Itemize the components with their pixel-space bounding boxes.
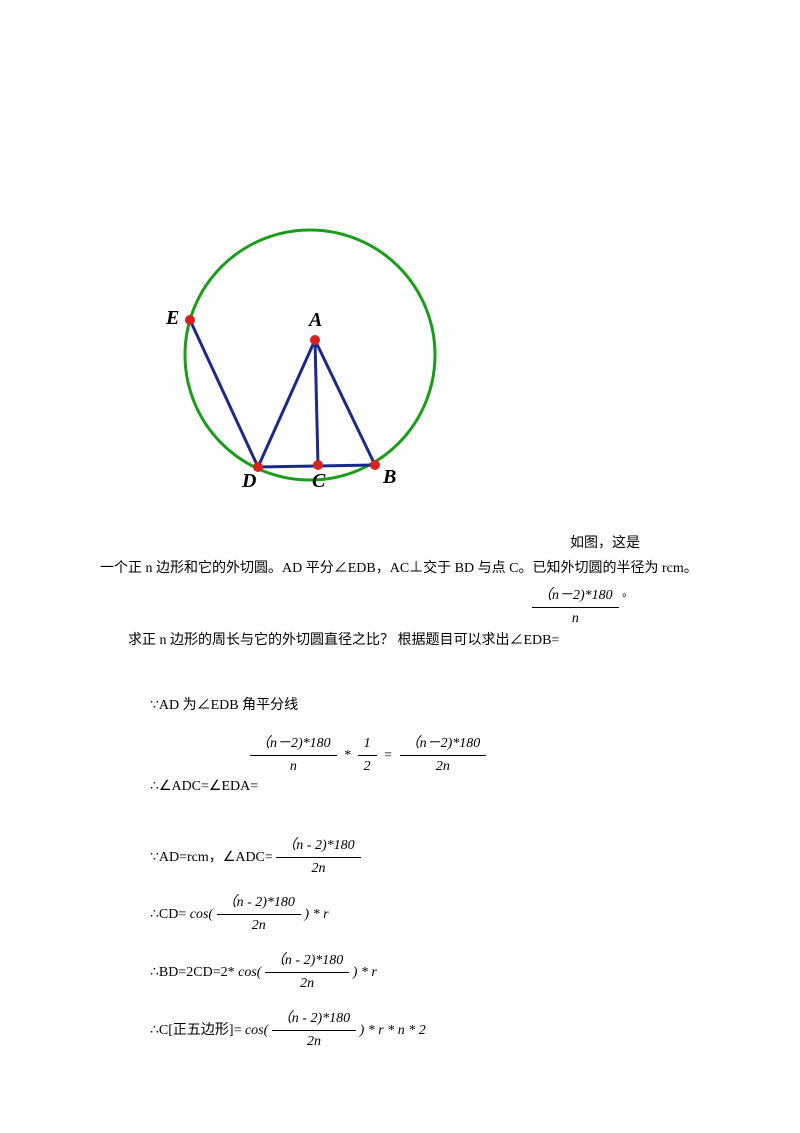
frac-5-den: 2n: [265, 973, 349, 995]
label-A: A: [307, 309, 322, 331]
proof-line-6: ∴C[正五边形]= cos( （n - 2)*180 2n ) * r * n …: [150, 1008, 426, 1054]
proof-line-4-prefix: ∴CD=: [150, 907, 186, 922]
frac-5-num: （n - 2)*180: [265, 950, 349, 973]
proof-line-6-prefix: ∴C[正五边形]=: [150, 1023, 241, 1038]
point-B: [370, 460, 380, 470]
cos-5: cos(: [238, 965, 261, 980]
frac-half-den: 2: [358, 756, 377, 778]
problem-question: 求正 n 边形的周长与它的外切圆直径之比？ 根据题目可以求出∠EDB=: [128, 630, 578, 652]
proof-line-4-suffix: ) * r: [304, 907, 328, 922]
frac-6: （n - 2)*180 2n: [272, 1008, 356, 1054]
cos-4: cos(: [190, 907, 213, 922]
proof-line-6-suffix: ) * r * n * 2: [360, 1023, 426, 1038]
proof-line-4: ∴CD= cos( （n - 2)*180 2n ) * r: [150, 892, 329, 938]
geometry-diagram: A B C D E: [160, 215, 470, 515]
proof-line-1: ∵AD 为∠EDB 角平分线: [150, 695, 298, 717]
frac-3-num: （n - 2)*180: [276, 835, 360, 858]
degree-symbol: 。: [622, 587, 633, 599]
frac-3-den: 2n: [276, 858, 360, 880]
proof-line-5-prefix: ∴BD=2CD=2*: [150, 965, 235, 980]
frac-edb: （n－2)*180 n: [532, 585, 619, 631]
proof-line-3: ∵AD=rcm，∠ADC= （n - 2)*180 2n: [150, 835, 361, 881]
frac-2b-den: 2n: [400, 756, 487, 778]
frac-edb-num: （n－2)*180: [532, 585, 619, 608]
frac-3: （n - 2)*180 2n: [276, 835, 360, 881]
circle-outline: [185, 230, 435, 480]
frac-half-num: 1: [358, 733, 377, 756]
point-C: [313, 460, 323, 470]
point-A: [310, 335, 320, 345]
equals-1: =: [380, 748, 396, 763]
frac-2a-num: （n－2)*180: [250, 733, 337, 756]
problem-intro-a: 如图，这是: [570, 533, 690, 555]
label-D: D: [241, 470, 256, 492]
frac-4-num: （n - 2)*180: [217, 892, 301, 915]
frac-4: （n - 2)*180 2n: [217, 892, 301, 938]
point-E: [185, 315, 195, 325]
cos-6: cos(: [245, 1023, 268, 1038]
label-C: C: [312, 470, 326, 492]
proof-formula-2: （n－2)*180 n * 1 2 = （n－2)*180 2n: [250, 733, 486, 779]
frac-6-den: 2n: [272, 1031, 356, 1053]
frac-4-den: 2n: [217, 915, 301, 937]
label-E: E: [165, 307, 179, 329]
frac-5: （n - 2)*180 2n: [265, 950, 349, 996]
proof-line-3-prefix: ∵AD=rcm，∠ADC=: [150, 850, 273, 865]
frac-half: 1 2: [358, 733, 377, 779]
frac-2b-num: （n－2)*180: [400, 733, 487, 756]
proof-line-5: ∴BD=2CD=2* cos( （n - 2)*180 2n ) * r: [150, 950, 377, 996]
frac-2a: （n－2)*180 n: [250, 733, 337, 779]
angle-edb-formula: （n－2)*180 n 。: [532, 585, 633, 631]
label-B: B: [382, 466, 396, 488]
diagram-svg: A B C D E: [160, 215, 470, 510]
star-1: *: [340, 748, 354, 763]
frac-edb-den: n: [532, 608, 619, 630]
frac-6-num: （n - 2)*180: [272, 1008, 356, 1031]
segment-AD: [258, 340, 315, 467]
frac-2b: （n－2)*180 2n: [400, 733, 487, 779]
segment-AC: [315, 340, 318, 465]
segment-AB: [315, 340, 375, 465]
proof-line-2: ∴∠ADC=∠EDA=: [150, 776, 258, 798]
problem-intro-b: 一个正 n 边形和它的外切圆。AD 平分∠EDB，AC⊥交于 BD 与点 C。已…: [100, 558, 720, 580]
proof-line-5-suffix: ) * r: [353, 965, 377, 980]
frac-2a-den: n: [250, 756, 337, 778]
